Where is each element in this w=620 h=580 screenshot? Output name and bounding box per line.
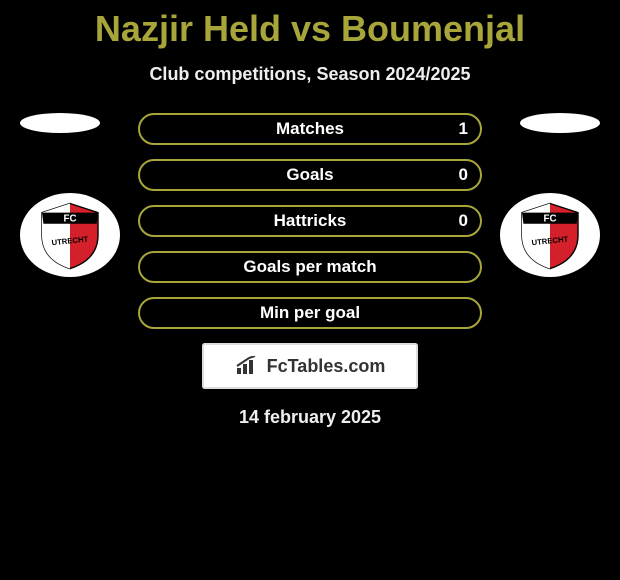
- stat-row-goals: Goals 0: [138, 159, 482, 191]
- player2-disc-icon: [520, 113, 600, 133]
- club-fc-text: FC: [63, 214, 76, 225]
- brand-text: FcTables.com: [267, 356, 386, 377]
- stat-row-matches: Matches 1: [138, 113, 482, 145]
- stats-section: FC UTRECHT FC UTRECHT Matches 1 Goals 0 …: [0, 113, 620, 329]
- stat-row-min-per-goal: Min per goal: [138, 297, 482, 329]
- stat-row-hattricks: Hattricks 0: [138, 205, 482, 237]
- subtitle: Club competitions, Season 2024/2025: [0, 64, 620, 85]
- player1-name: Nazjir Held: [95, 8, 281, 49]
- stat-label: Goals: [286, 165, 333, 185]
- stat-right-value: 0: [459, 211, 468, 231]
- stat-row-goals-per-match: Goals per match: [138, 251, 482, 283]
- player2-name: Boumenjal: [341, 8, 525, 49]
- stat-right-value: 0: [459, 165, 468, 185]
- svg-text:FC: FC: [543, 214, 556, 225]
- page-title: Nazjir Held vs Boumenjal: [0, 0, 620, 50]
- vs-text: vs: [291, 8, 331, 49]
- shield-icon: FC UTRECHT: [515, 200, 585, 270]
- stat-label: Hattricks: [274, 211, 347, 231]
- player1-club-badge: FC UTRECHT: [20, 193, 120, 277]
- stat-right-value: 1: [459, 119, 468, 139]
- stat-label: Min per goal: [260, 303, 360, 323]
- stat-label: Goals per match: [243, 257, 376, 277]
- date-text: 14 february 2025: [0, 407, 620, 428]
- bar-chart-icon: [235, 356, 261, 376]
- player1-disc-icon: [20, 113, 100, 133]
- shield-icon: FC UTRECHT: [35, 200, 105, 270]
- brand-box: FcTables.com: [202, 343, 418, 389]
- stat-label: Matches: [276, 119, 344, 139]
- player2-club-badge: FC UTRECHT: [500, 193, 600, 277]
